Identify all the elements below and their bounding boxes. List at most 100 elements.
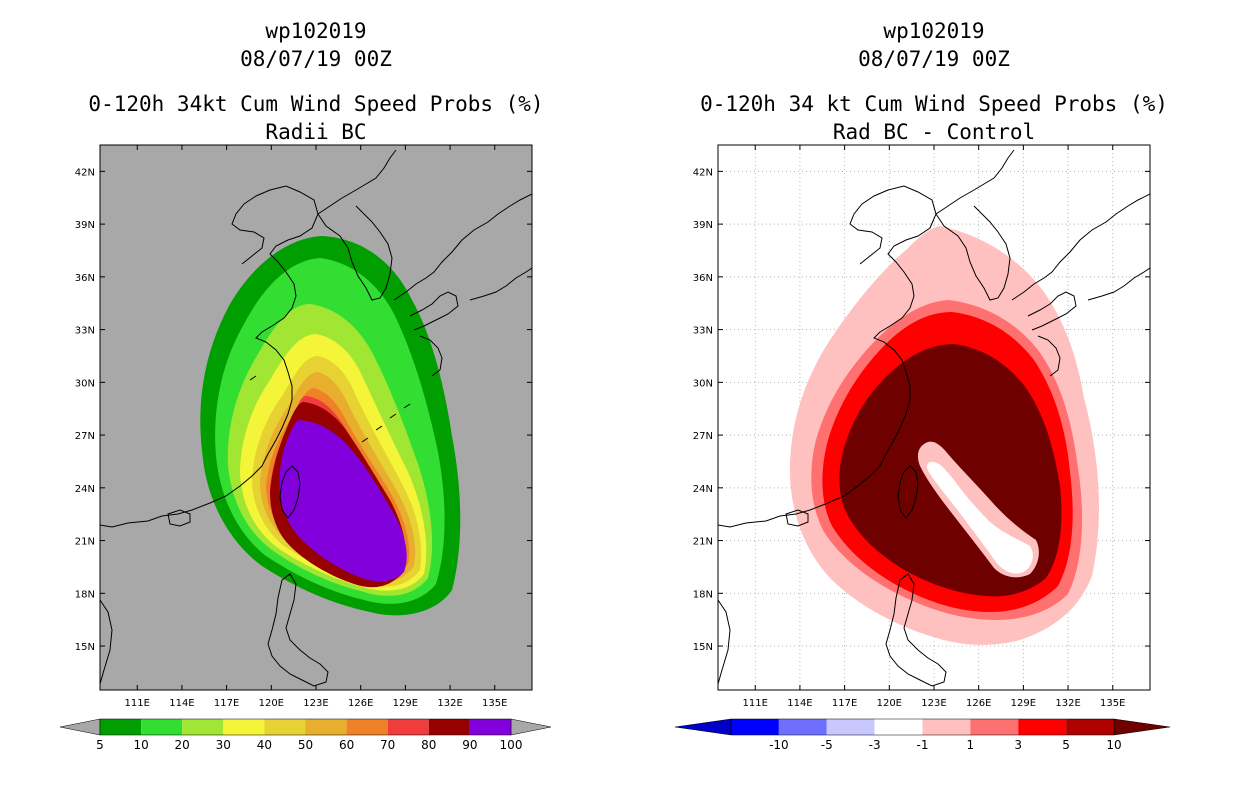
right-colorbar-bin bbox=[731, 719, 779, 735]
left-colorbar-bin bbox=[100, 719, 142, 735]
left-x-tick-label: 111E bbox=[125, 698, 150, 709]
left-colorbar-bin bbox=[305, 719, 347, 735]
right-coast-japan bbox=[1011, 193, 1150, 377]
left-x-tick-label: 135E bbox=[482, 698, 507, 709]
left-colorbar-label: 60 bbox=[339, 738, 354, 752]
left-colorbar-bin bbox=[223, 719, 265, 735]
left-colorbar-label: 10 bbox=[133, 738, 148, 752]
right-y-tick-label: 15N bbox=[693, 642, 713, 653]
left-map-panel: 111E 114E 117E 120E 123E 126E 129E 132E 135E 42N 3… bbox=[75, 144, 533, 709]
left-colorbar-bin bbox=[346, 719, 388, 735]
right-title-date: 08/07/19 00Z bbox=[858, 47, 1010, 71]
left-colorbar-label: 100 bbox=[500, 738, 523, 752]
left-colorbar-label: 20 bbox=[175, 738, 190, 752]
left-colorbar-bin bbox=[264, 719, 306, 735]
left-colorbar-lower-arrow bbox=[59, 718, 101, 736]
right-y-tick-label: 30N bbox=[693, 378, 713, 389]
right-colorbar-bin bbox=[970, 719, 1019, 735]
left-coast-japan bbox=[393, 193, 532, 377]
left-y-tick-label: 24N bbox=[75, 484, 95, 495]
right-y-tick-label: 21N bbox=[693, 537, 713, 548]
left-y-tick-label: 33N bbox=[75, 326, 95, 337]
right-colorbar-label: -3 bbox=[869, 738, 881, 752]
left-coast-china bbox=[100, 185, 319, 528]
right-x-tick-label: 132E bbox=[1055, 698, 1080, 709]
right-colorbar-bin bbox=[1018, 719, 1067, 735]
right-colorbar-label: 3 bbox=[1014, 738, 1022, 752]
right-title-subtitle: Rad BC - Control bbox=[832, 120, 1036, 144]
right-coast-taiwan bbox=[897, 465, 919, 519]
right-colorbar-label: 5 bbox=[1062, 738, 1070, 752]
right-contour-neg1 bbox=[927, 461, 1033, 574]
right-colorbar-bin bbox=[922, 719, 971, 735]
right-title-storm: wp102019 bbox=[883, 19, 985, 43]
right-y-tick-label: 33N bbox=[693, 326, 713, 337]
right-coast-vietnam bbox=[718, 599, 731, 685]
right-x-tick-label: 120E bbox=[877, 698, 902, 709]
left-colorbar-label: 80 bbox=[421, 738, 436, 752]
right-colorbar-lower-arrow bbox=[674, 718, 732, 736]
right-colorbar-label: 1 bbox=[967, 738, 975, 752]
right-x-tick-label: 126E bbox=[966, 698, 991, 709]
left-x-tick-label: 123E bbox=[303, 698, 328, 709]
right-map-panel: 111E 114E 117E 120E 123E 126E 129E 132E 135E 42N 3… bbox=[693, 144, 1151, 709]
right-x-tick-label: 129E bbox=[1011, 698, 1036, 709]
right-x-tick-label: 135E bbox=[1100, 698, 1125, 709]
left-colorbar-upper-arrow bbox=[510, 718, 552, 736]
right-colorbar-upper-arrow bbox=[1113, 718, 1171, 736]
left-colorbar-label: 40 bbox=[257, 738, 272, 752]
right-colorbar-bin bbox=[778, 719, 827, 735]
left-title-product: 0-120h 34kt Cum Wind Speed Probs (%) bbox=[88, 92, 544, 116]
left-coast-korea bbox=[317, 149, 397, 301]
left-y-tick-label: 27N bbox=[75, 431, 95, 442]
left-y-tick-label: 18N bbox=[75, 589, 95, 600]
right-colorbar-label: -1 bbox=[917, 738, 929, 752]
right-difference-field bbox=[790, 226, 1099, 645]
right-y-tick-label: 39N bbox=[693, 220, 713, 231]
left-colorbar-bin bbox=[141, 719, 183, 735]
right-y-tick-label: 18N bbox=[693, 589, 713, 600]
left-colorbar-label: 50 bbox=[298, 738, 313, 752]
left-y-tick-label: 21N bbox=[75, 537, 95, 548]
right-x-tick-label: 111E bbox=[743, 698, 768, 709]
left-y-tick-label: 39N bbox=[75, 220, 95, 231]
right-coast-korea bbox=[935, 149, 1015, 301]
left-coastlines bbox=[100, 149, 532, 687]
right-y-tick-label: 27N bbox=[693, 431, 713, 442]
right-colorbar-bin bbox=[826, 719, 875, 735]
right-y-tick-label: 42N bbox=[693, 167, 713, 178]
left-title-subtitle: Radii BC bbox=[265, 120, 367, 144]
left-colorbar-bin bbox=[387, 719, 429, 735]
left-colorbar-label: 90 bbox=[462, 738, 477, 752]
left-y-tick-label: 42N bbox=[75, 167, 95, 178]
left-probability-field bbox=[200, 236, 461, 616]
right-colorbar-label: -10 bbox=[769, 738, 789, 752]
right-axes: 111E 114E 117E 120E 123E 126E 129E 132E 135E 42N 3… bbox=[693, 145, 1150, 709]
right-colorbar-label: -5 bbox=[821, 738, 833, 752]
right-x-tick-label: 114E bbox=[787, 698, 812, 709]
right-coast-philippines bbox=[885, 573, 947, 687]
right-y-tick-label: 36N bbox=[693, 273, 713, 284]
left-colorbar-label: 70 bbox=[380, 738, 395, 752]
right-x-tick-label: 123E bbox=[921, 698, 946, 709]
right-y-tick-label: 24N bbox=[693, 484, 713, 495]
right-colorbar-bin bbox=[1066, 719, 1114, 735]
left-title-date: 08/07/19 00Z bbox=[240, 47, 392, 71]
left-colorbar-label: 5 bbox=[96, 738, 104, 752]
right-colorbar-outline bbox=[730, 718, 1115, 736]
left-colorbar-outline bbox=[99, 718, 512, 736]
right-coast-china bbox=[718, 185, 937, 528]
left-colorbar: 5 10 20 30 40 50 60 70 80 90 100 bbox=[59, 718, 552, 752]
left-coast-ryukyu bbox=[249, 375, 411, 443]
right-title-product: 0-120h 34 kt Cum Wind Speed Probs (%) bbox=[700, 92, 1168, 116]
left-x-tick-label: 129E bbox=[393, 698, 418, 709]
left-colorbar-label: 30 bbox=[216, 738, 231, 752]
left-y-tick-label: 36N bbox=[75, 273, 95, 284]
left-colorbar-bin bbox=[469, 719, 511, 735]
left-coast-hainan bbox=[167, 509, 191, 527]
left-x-tick-label: 114E bbox=[169, 698, 194, 709]
right-x-tick-label: 117E bbox=[832, 698, 857, 709]
left-x-tick-label: 132E bbox=[437, 698, 462, 709]
left-contour-90 bbox=[279, 420, 407, 582]
